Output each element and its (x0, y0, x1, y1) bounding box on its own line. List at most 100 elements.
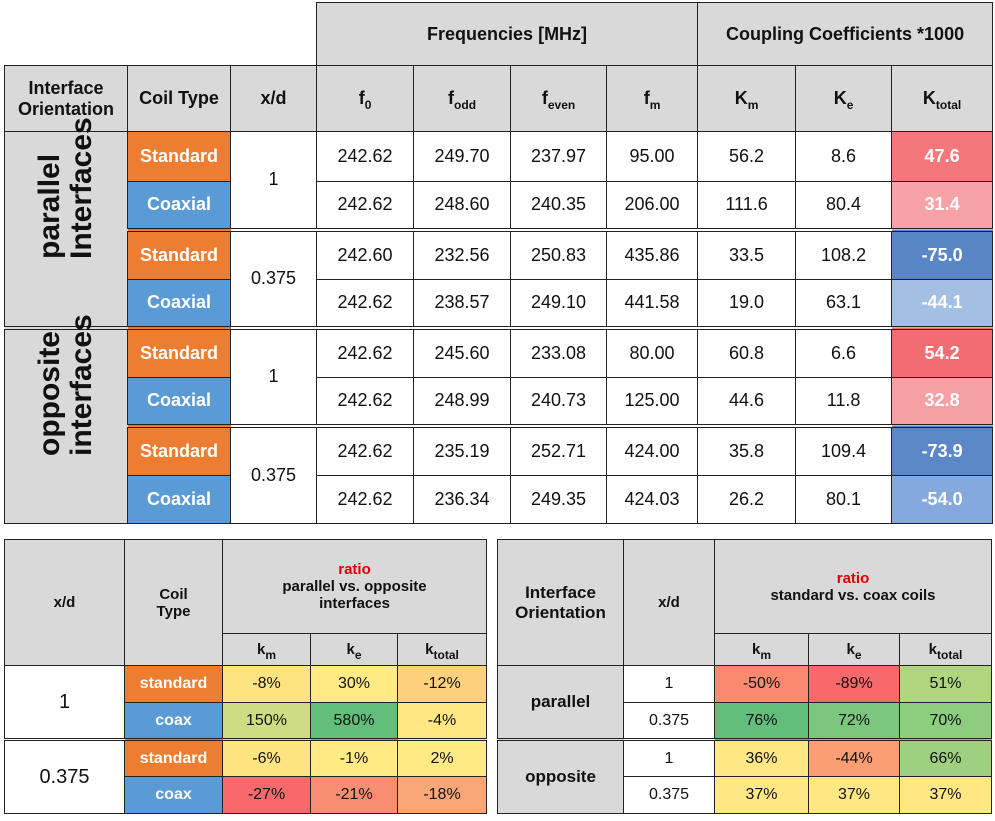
orientation-cell-parallel: parallel Interfaces (4, 117, 128, 328)
ke-cell: 109.4 (795, 423, 893, 476)
km-cell: 111.6 (697, 181, 797, 230)
coil-type-cell: Coaxial (127, 377, 231, 426)
fodd-cell: 248.99 (413, 377, 512, 426)
f0-cell: 242.62 (316, 423, 415, 476)
ke-header: Ke (795, 65, 893, 132)
ke-cell: 63.1 (795, 279, 893, 328)
ke-ratio-cell: -44% (808, 738, 900, 777)
coil-type-cell: Coaxial (127, 181, 231, 230)
fodd-cell: 236.34 (413, 475, 512, 524)
ke-ratio-cell: 30% (310, 665, 398, 703)
xd-cell: 1 (229, 325, 318, 426)
feven-cell: 252.71 (510, 423, 608, 476)
km-header: km (714, 633, 809, 666)
ktotal-cell: 47.6 (891, 131, 994, 182)
xd-header: x/d (4, 539, 125, 666)
ktotal-cell: -73.9 (891, 423, 994, 476)
km-ratio-cell: 150% (222, 702, 311, 740)
ke-cell: 8.6 (795, 131, 893, 182)
ke-ratio-cell: 580% (310, 702, 398, 740)
xd-cell: 0.375 (623, 776, 715, 814)
xd-cell: 0.375 (229, 227, 318, 328)
ke-cell: 108.2 (795, 227, 893, 280)
coil-type-cell: coax (124, 776, 223, 814)
table-row: Coaxial 242.62 238.57 249.10 441.58 19.0… (5, 279, 994, 328)
fm-cell: 441.58 (606, 279, 699, 328)
fodd-cell: 232.56 (413, 227, 512, 280)
fodd-cell: 249.70 (413, 131, 512, 182)
coil-type-cell: Standard (127, 227, 231, 280)
ktotal-ratio-cell: 66% (899, 738, 992, 777)
ke-ratio-cell: -89% (808, 665, 900, 703)
km-ratio-cell: -50% (714, 665, 809, 703)
table-row: 0.375 standard -6% -1% 2% (4, 738, 488, 814)
fodd-cell: 245.60 (413, 325, 512, 378)
ktotal-ratio-cell: 51% (899, 665, 992, 703)
ktotal-ratio-cell: -12% (396, 665, 488, 703)
ktotal-cell: -44.1 (891, 279, 994, 328)
km-cell: 33.5 (697, 227, 797, 280)
coil-type-header: Coil Type (127, 65, 231, 132)
coupling-coefficients-header: Coupling Coefficients *1000 (697, 2, 994, 66)
table-row: coax 150% 580% -4% (5, 702, 488, 740)
xd-cell: 1 (4, 665, 125, 740)
ktotal-cell: -75.0 (891, 227, 994, 280)
feven-cell: 233.08 (510, 325, 608, 378)
ratio-subtitle: standard vs. coax coils (770, 586, 936, 604)
ktotal-ratio-cell: -4% (396, 702, 488, 740)
orientation-cell-opposite: opposite interfaces (4, 315, 128, 524)
orientation-cell: opposite (497, 738, 624, 814)
feven-cell: 249.10 (510, 279, 608, 328)
ratio-standard-vs-coax-table: Interface Orientation x/d ratio standard… (497, 539, 992, 814)
ke-header: ke (808, 633, 900, 666)
table-row: 1 standard -8% 30% -12% (4, 665, 488, 740)
ktotal-cell: 31.4 (891, 181, 994, 230)
f0-cell: 242.62 (316, 131, 415, 182)
fm-cell: 125.00 (606, 377, 699, 426)
ke-ratio-cell: -21% (310, 776, 398, 814)
fm-cell: 424.03 (606, 475, 699, 524)
table-row: coax -27% -21% -18% (5, 776, 488, 814)
coil-type-cell: Coaxial (127, 279, 231, 328)
ke-ratio-cell: 37% (808, 776, 900, 814)
f0-header: f0 (316, 65, 415, 132)
ratio-header: ratio standard vs. coax coils (714, 539, 992, 634)
table-row: parallel Interfaces Standard 1 242.62 24… (4, 117, 994, 328)
table-row: opposite 1 36% -44% 66% (497, 738, 992, 814)
coupling-results-table: Frequencies [MHz] Coupling Coefficients … (4, 2, 994, 524)
feven-cell: 240.73 (510, 377, 608, 426)
orientation-header: Interface Orientation (497, 539, 624, 666)
ke-cell: 11.8 (795, 377, 893, 426)
ktotal-ratio-cell: 2% (396, 738, 488, 777)
coil-type-cell: standard (124, 738, 223, 777)
f0-cell: 242.60 (316, 227, 415, 280)
ktotal-header: ktotal (396, 633, 488, 666)
xd-header: x/d (623, 539, 715, 666)
ktotal-cell: 54.2 (891, 325, 994, 378)
frequencies-header: Frequencies [MHz] (316, 2, 699, 66)
table-row: opposite interfaces Standard 1 242.62 24… (4, 315, 994, 524)
km-ratio-cell: -8% (222, 665, 311, 703)
ke-ratio-cell: -1% (310, 738, 398, 777)
table-row: 0.375 37% 37% 37% (498, 776, 992, 814)
f0-cell: 242.62 (316, 181, 415, 230)
fodd-cell: 238.57 (413, 279, 512, 328)
coil-type-cell: Standard (127, 325, 231, 378)
ktotal-header: Ktotal (891, 65, 994, 132)
ke-ratio-cell: 72% (808, 702, 900, 740)
ke-header: ke (310, 633, 398, 666)
xd-header: x/d (229, 65, 318, 132)
ktotal-header: ktotal (899, 633, 992, 666)
fodd-cell: 248.60 (413, 181, 512, 230)
f0-cell: 242.62 (316, 279, 415, 328)
xd-cell: 0.375 (4, 738, 125, 814)
km-ratio-cell: -6% (222, 738, 311, 777)
feven-cell: 249.35 (510, 475, 608, 524)
ratio-subtitle: parallel vs. opposite interfaces (282, 578, 427, 612)
feven-header: feven (510, 65, 608, 132)
fm-cell: 80.00 (606, 325, 699, 378)
table-row: Coaxial 242.62 248.99 240.73 125.00 44.6… (5, 377, 994, 426)
km-cell: 60.8 (697, 325, 797, 378)
ktotal-ratio-cell: 70% (899, 702, 992, 740)
ktotal-ratio-cell: 37% (899, 776, 992, 814)
